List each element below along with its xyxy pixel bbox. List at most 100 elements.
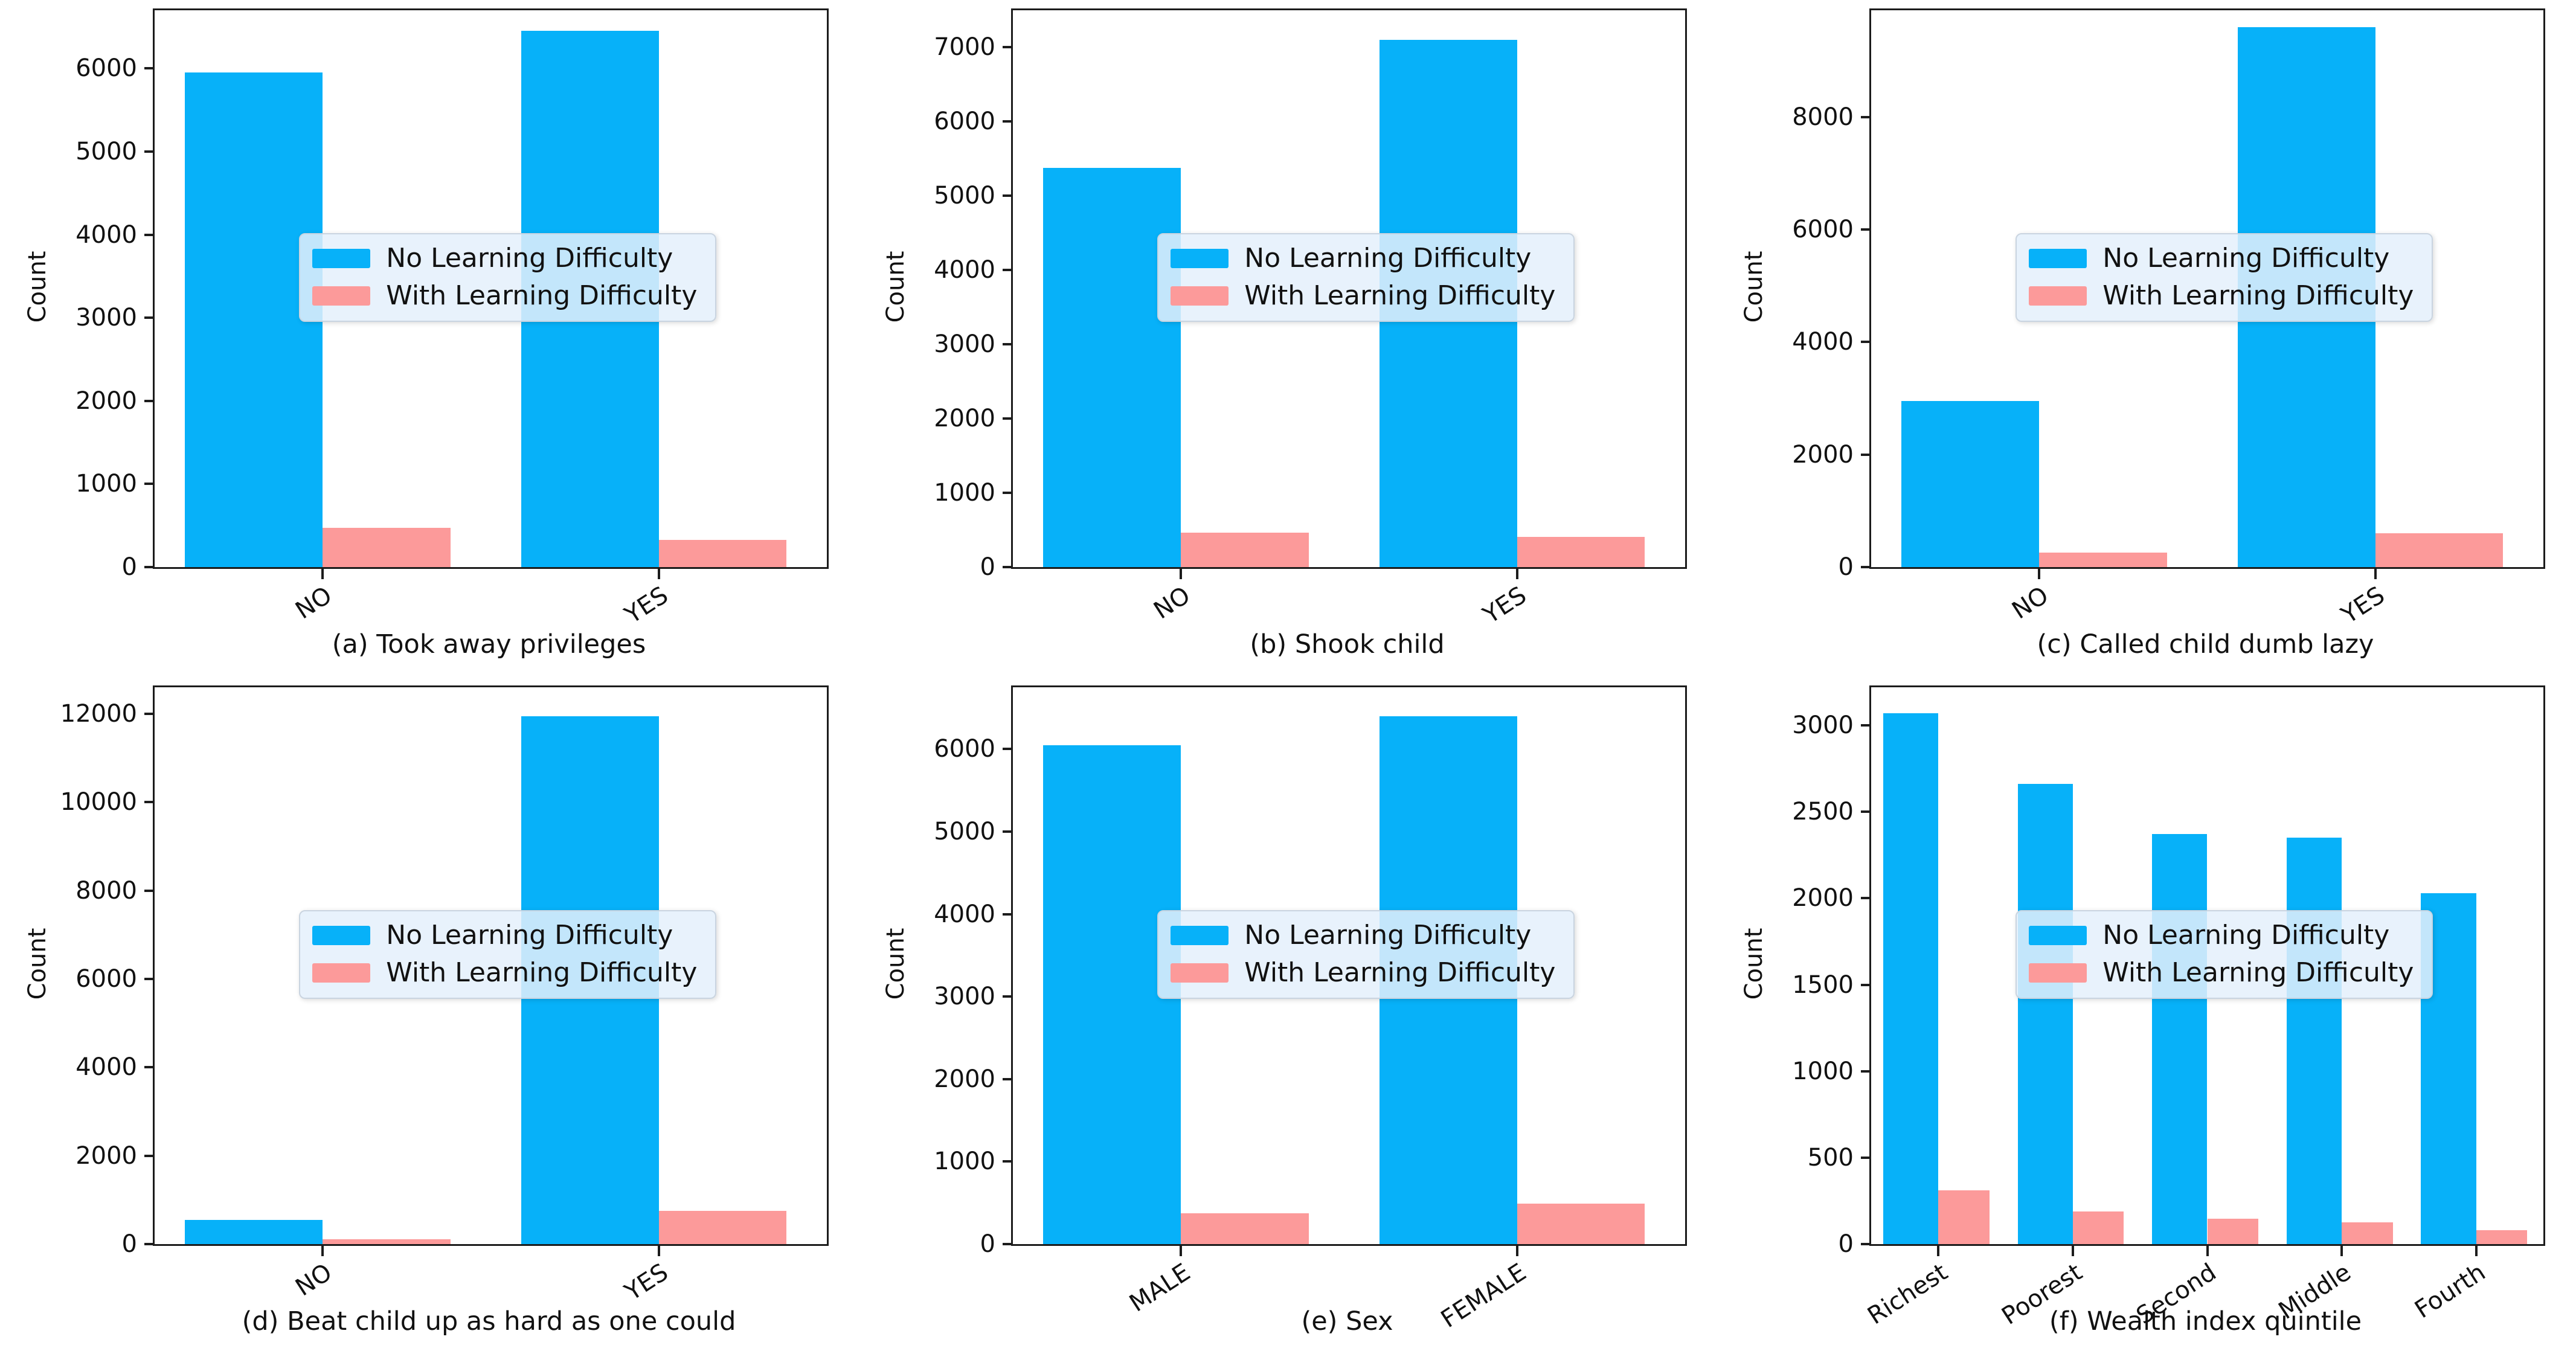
y-tick-label: 0 xyxy=(980,553,995,581)
y-tick-label: 3000 xyxy=(75,304,137,332)
y-tick-mark: 500 xyxy=(1808,1146,1871,1170)
x-category-label: NO xyxy=(291,1258,337,1302)
plot-area-b: 0 1000 2000 3000 4000 5000 6000 7000 NO YES No Lea… xyxy=(934,8,1687,629)
y-tick-label: 6000 xyxy=(1792,216,1854,244)
bar-with-learning-difficulty-NO xyxy=(323,1239,451,1244)
with-learning-swatch xyxy=(2029,286,2087,306)
x-tick-mark xyxy=(2206,1246,2209,1256)
bar-no-learning-difficulty-NO xyxy=(1043,167,1181,567)
no-learning-swatch xyxy=(1171,925,1229,945)
legend-item: No Learning Difficulty xyxy=(1171,242,1555,274)
y-axis-label: Count xyxy=(882,928,910,1000)
y-tick-label: 2000 xyxy=(934,405,995,433)
x-category-label: YES xyxy=(2336,581,2390,629)
y-tick-label: 12000 xyxy=(60,699,137,728)
y-tick-label: 1000 xyxy=(934,1147,995,1176)
y-tick-label: 5000 xyxy=(75,137,137,165)
plot-area-a: 0 1000 2000 3000 4000 5000 6000 NO YES No Learnin… xyxy=(75,8,829,629)
legend-label: No Learning Difficulty xyxy=(2102,242,2390,274)
y-tick-label: 6000 xyxy=(934,107,995,136)
y-tick-mark: 4000 xyxy=(1792,330,1871,354)
x-tick-mark xyxy=(2071,1246,2074,1256)
bar-no-learning-difficulty-Middle xyxy=(2286,838,2342,1244)
legend: No Learning Difficulty With Learning Diff… xyxy=(2016,910,2433,999)
plot-area-c: 0 2000 4000 6000 8000 NO YES No Learning Diffic… xyxy=(1792,8,2545,629)
bar-with-learning-difficulty-Poorest xyxy=(2072,1211,2124,1244)
legend-label: No Learning Difficulty xyxy=(1244,242,1532,274)
y-tick-label: 0 xyxy=(1838,1230,1854,1258)
y-tick-mark: 2500 xyxy=(1792,800,1871,824)
subplot-e: Count 0 1000 2000 3000 4000 5000 6000 MALE FEMALE… xyxy=(858,677,1717,1354)
subplot-b: Count 0 1000 2000 3000 4000 5000 6000 7000 NO YES N… xyxy=(858,0,1717,677)
with-learning-swatch xyxy=(2029,963,2087,983)
y-tick-mark: 1000 xyxy=(934,481,1013,505)
y-tick-mark: 1000 xyxy=(1792,1059,1871,1083)
bar-with-learning-difficulty-Richest xyxy=(1938,1190,1990,1244)
y-tick-label: 5000 xyxy=(934,182,995,210)
with-learning-swatch xyxy=(312,963,371,983)
x-tick-mark xyxy=(657,1246,660,1256)
legend-item: With Learning Difficulty xyxy=(1171,958,1555,987)
legend-item: No Learning Difficulty xyxy=(312,920,697,950)
bar-with-learning-difficulty-NO xyxy=(1181,533,1309,567)
x-tick-mark xyxy=(1180,569,1183,579)
bar-with-learning-difficulty-Second xyxy=(2207,1219,2259,1244)
bar-with-learning-difficulty-YES xyxy=(2375,533,2504,567)
subplot-f: Count 0 500 1000 1500 2000 2500 3000 Richest Poor… xyxy=(1717,677,2575,1354)
bar-no-learning-difficulty-Second xyxy=(2152,834,2208,1244)
y-tick-mark: 2000 xyxy=(1792,886,1871,910)
y-axis-label: Count xyxy=(24,928,51,1000)
y-axis-label: Count xyxy=(882,251,910,323)
plot-area-e: 0 1000 2000 3000 4000 5000 6000 MALE FEMALE No Le… xyxy=(934,685,1687,1333)
y-tick-mark: 8000 xyxy=(75,879,155,903)
legend-label: No Learning Difficulty xyxy=(386,242,673,274)
bar-no-learning-difficulty-Richest xyxy=(1883,713,1939,1244)
legend-item: With Learning Difficulty xyxy=(2029,958,2414,987)
y-tick-label: 4000 xyxy=(75,1053,137,1082)
x-tick-mark xyxy=(2475,1246,2478,1256)
x-tick-mark xyxy=(321,1246,324,1256)
y-tick-label: 10000 xyxy=(60,788,137,817)
y-tick-mark: 2000 xyxy=(75,389,155,413)
x-category-label: YES xyxy=(620,1258,673,1306)
y-tick-label: 3000 xyxy=(934,330,995,359)
subplot-caption-a: (a) Took away privileges xyxy=(332,629,646,659)
y-tick-mark: 3000 xyxy=(934,332,1013,356)
y-tick-label: 4000 xyxy=(75,220,137,249)
y-tick-mark: 4000 xyxy=(934,902,1013,926)
bar-with-learning-difficulty-MALE xyxy=(1181,1213,1309,1244)
y-tick-label: 2000 xyxy=(1792,440,1854,469)
y-tick-label: 2000 xyxy=(75,1141,137,1170)
legend-item: With Learning Difficulty xyxy=(2029,281,2414,310)
y-tick-label: 4000 xyxy=(1792,328,1854,356)
y-tick-mark: 0 xyxy=(980,1232,1013,1256)
legend-label: With Learning Difficulty xyxy=(2102,280,2414,312)
y-tick-mark: 3000 xyxy=(1792,713,1871,737)
y-tick-mark: 0 xyxy=(980,555,1013,579)
y-tick-mark: 1500 xyxy=(1792,973,1871,997)
no-learning-swatch xyxy=(312,925,371,945)
no-learning-swatch xyxy=(2029,925,2087,945)
subplot-caption-b: (b) Shook child xyxy=(1250,629,1445,659)
y-tick-label: 4000 xyxy=(934,256,995,284)
y-tick-label: 0 xyxy=(980,1230,995,1258)
legend-label: With Learning Difficulty xyxy=(1244,280,1556,312)
bar-no-learning-difficulty-NO xyxy=(185,72,323,567)
y-tick-label: 3000 xyxy=(1792,711,1854,739)
legend-label: With Learning Difficulty xyxy=(386,280,698,312)
y-tick-mark: 6000 xyxy=(934,737,1013,761)
legend: No Learning Difficulty With Learning Diff… xyxy=(2016,233,2433,322)
with-learning-swatch xyxy=(1171,286,1229,306)
y-tick-label: 6000 xyxy=(934,735,995,763)
x-tick-mark xyxy=(2038,569,2041,579)
y-tick-mark: 1000 xyxy=(75,472,155,496)
y-tick-mark: 2000 xyxy=(934,1067,1013,1091)
y-tick-mark: 7000 xyxy=(934,35,1013,59)
no-learning-swatch xyxy=(312,248,371,268)
legend: No Learning Difficulty With Learning Diff… xyxy=(299,910,717,999)
subplot-caption-d: (d) Beat child up as hard as one could xyxy=(242,1306,736,1336)
y-tick-label: 3000 xyxy=(934,983,995,1011)
y-tick-mark: 3000 xyxy=(75,306,155,330)
legend-item: No Learning Difficulty xyxy=(2029,242,2414,274)
